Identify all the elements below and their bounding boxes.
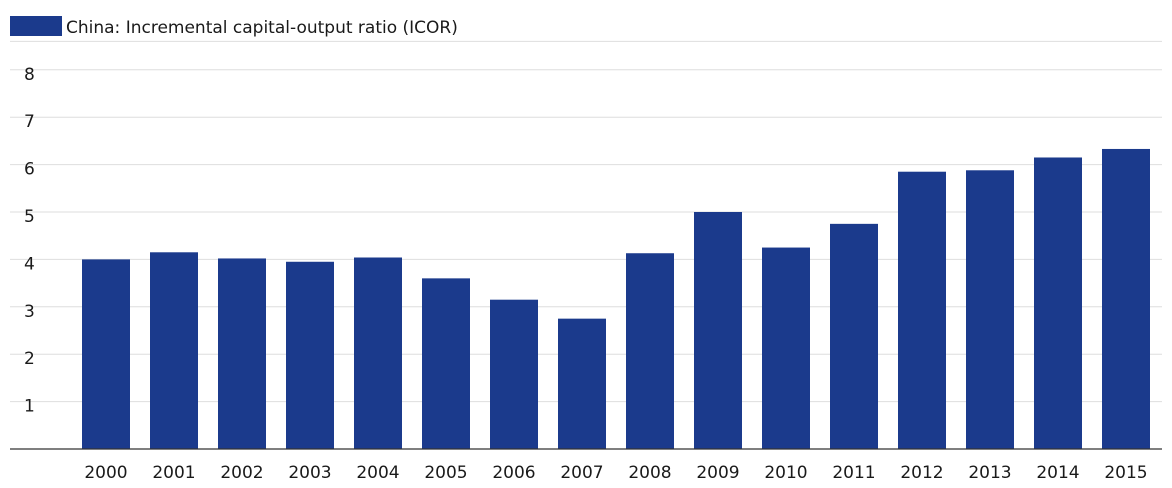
bar-2013 xyxy=(966,170,1014,449)
legend-label: China: Incremental capital-output ratio … xyxy=(66,18,458,38)
bar-2001 xyxy=(150,252,198,449)
x-tick-label: 2004 xyxy=(356,463,399,483)
y-tick-label: 2 xyxy=(24,349,35,369)
x-tick-label: 2014 xyxy=(1036,463,1079,483)
x-tick-label: 2012 xyxy=(900,463,943,483)
y-tick-label: 6 xyxy=(24,160,35,180)
legend: China: Incremental capital-output ratio … xyxy=(10,16,458,38)
bar-2014 xyxy=(1034,157,1082,450)
bar-2012 xyxy=(898,171,946,449)
x-tick-label: 2011 xyxy=(832,463,875,483)
bar-2008 xyxy=(626,253,674,449)
bar-2006 xyxy=(490,299,538,449)
x-tick-label: 2005 xyxy=(424,463,467,483)
bar-2007 xyxy=(558,318,606,449)
y-tick-label: 5 xyxy=(24,207,35,227)
x-tick-label: 2006 xyxy=(492,463,535,483)
bar-2015 xyxy=(1102,148,1150,449)
y-tick-label: 4 xyxy=(24,254,35,274)
bar-2010 xyxy=(762,247,810,449)
x-tick-label: 2013 xyxy=(968,463,1011,483)
bar-2009 xyxy=(694,212,742,449)
bar-2002 xyxy=(218,258,266,449)
x-tick-label: 2015 xyxy=(1104,463,1147,483)
x-tick-label: 2010 xyxy=(764,463,807,483)
y-tick-label: 1 xyxy=(24,397,35,417)
bar-2003 xyxy=(286,261,334,449)
bars xyxy=(82,148,1150,450)
gridlines xyxy=(10,40,1162,403)
x-tick-label: 2007 xyxy=(560,463,603,483)
x-tick-label: 2002 xyxy=(220,463,263,483)
y-tick-label: 3 xyxy=(24,302,35,322)
x-tick-label: 2000 xyxy=(84,463,127,483)
bar-2000 xyxy=(82,259,130,449)
y-tick-label: 8 xyxy=(24,65,35,85)
y-tick-labels: 1 2 3 4 5 6 7 8 xyxy=(24,65,35,417)
x-tick-label: 2008 xyxy=(628,463,671,483)
x-tick-labels: 2000 2001 2002 2003 2004 2005 2006 2007 2008 2009… xyxy=(84,463,1147,483)
bar-2011 xyxy=(830,223,878,449)
y-tick-label: 7 xyxy=(24,112,35,132)
bar-2005 xyxy=(422,278,470,449)
bar-2004 xyxy=(354,257,402,449)
legend-swatch xyxy=(10,16,62,36)
x-tick-label: 2003 xyxy=(288,463,331,483)
x-tick-label: 2009 xyxy=(696,463,739,483)
x-tick-label: 2001 xyxy=(152,463,195,483)
